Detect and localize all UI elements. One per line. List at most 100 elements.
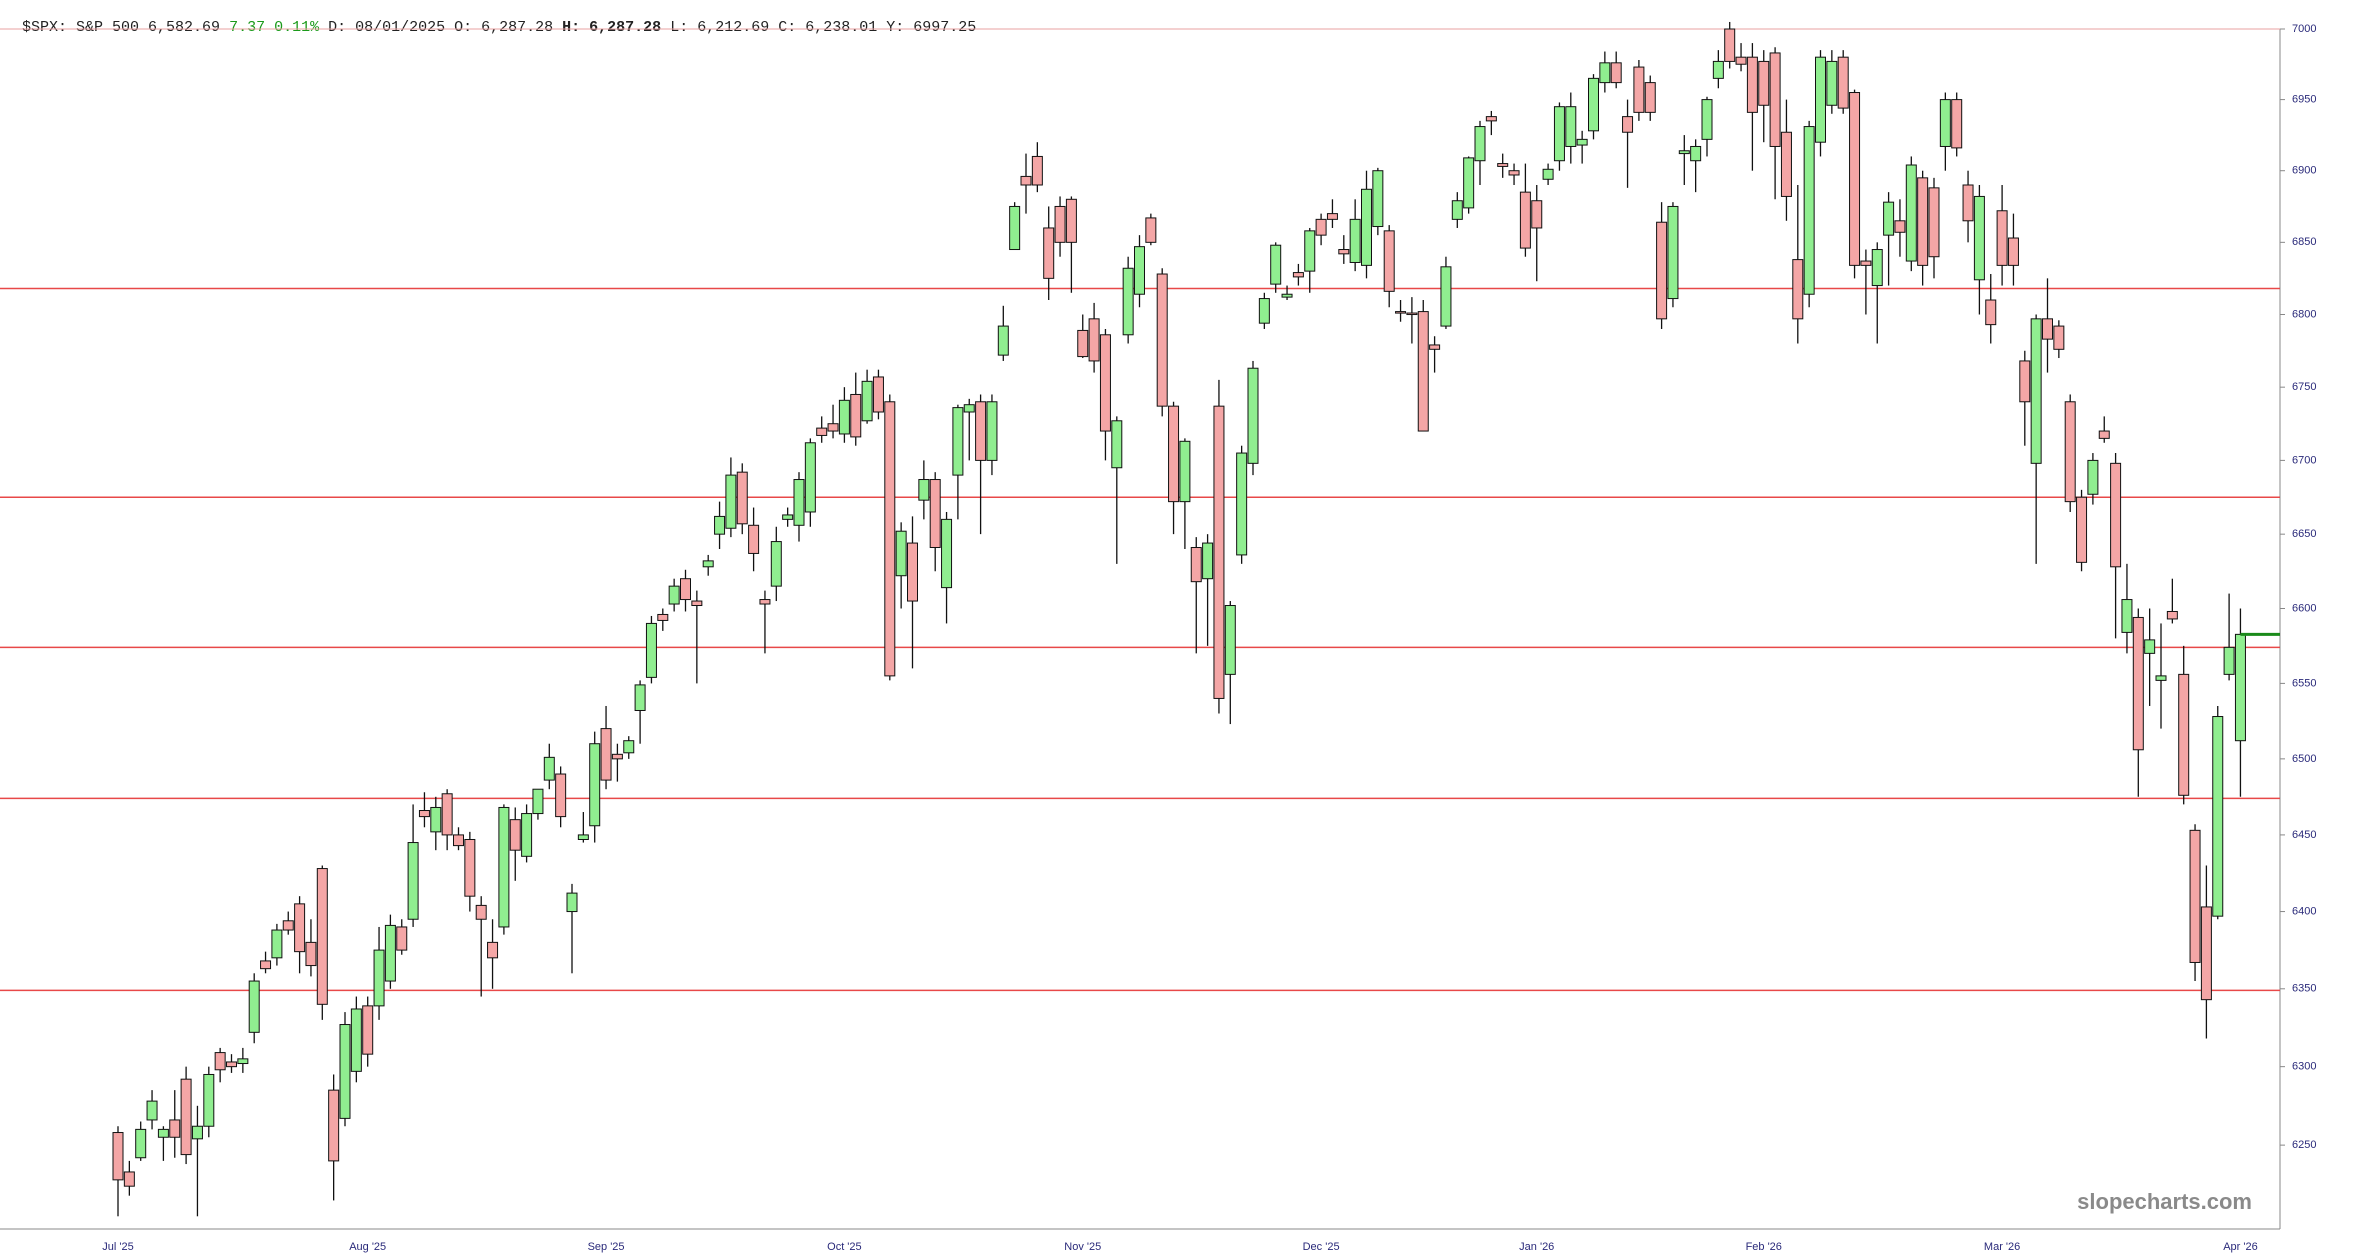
candle-body bbox=[1054, 205, 1066, 243]
candle-body bbox=[861, 380, 873, 422]
candle-body bbox=[1746, 56, 1758, 113]
candle-body bbox=[1599, 62, 1611, 84]
candle-body bbox=[1168, 405, 1180, 503]
candle-body bbox=[1735, 56, 1747, 65]
symbol: $SPX: S&P 500 bbox=[22, 19, 140, 36]
candle-body bbox=[2007, 237, 2019, 266]
candle-body bbox=[2064, 401, 2076, 503]
date: D: 08/01/2025 bbox=[328, 19, 446, 36]
candle-body bbox=[2121, 599, 2133, 633]
candle-body bbox=[1213, 405, 1225, 699]
candle-body bbox=[680, 578, 691, 601]
candle-body bbox=[963, 404, 975, 413]
candle-body bbox=[895, 530, 907, 577]
candle-body bbox=[1292, 272, 1304, 278]
candle-body bbox=[2189, 829, 2201, 963]
candle-body bbox=[1020, 175, 1032, 186]
open: O: 6,287.28 bbox=[454, 19, 554, 36]
candle-body bbox=[1712, 60, 1724, 79]
candle-body bbox=[1542, 168, 1554, 180]
candle-body bbox=[169, 1119, 181, 1138]
candle-body bbox=[1939, 99, 1951, 147]
candle-body bbox=[294, 903, 306, 953]
candle-body bbox=[1099, 334, 1111, 432]
candle-body bbox=[1724, 28, 1736, 62]
high: H: 6,287.28 bbox=[562, 19, 662, 36]
x-tick-label: Jan '26 bbox=[1519, 1241, 1554, 1253]
candle-body bbox=[180, 1078, 192, 1156]
candle-body bbox=[146, 1100, 158, 1121]
candle-body bbox=[1678, 150, 1690, 155]
candle-body bbox=[1690, 145, 1702, 162]
candle-body bbox=[532, 788, 544, 815]
candle-body bbox=[475, 904, 487, 920]
candle-body bbox=[2144, 639, 2156, 654]
candle-body bbox=[634, 684, 646, 711]
y-tick-label: 6250 bbox=[2292, 1139, 2316, 1151]
candle-body bbox=[1451, 200, 1463, 220]
candle-body bbox=[872, 376, 884, 413]
candle-body bbox=[907, 542, 918, 602]
candle-body bbox=[645, 622, 657, 678]
candle-body bbox=[1769, 52, 1781, 147]
candle-body bbox=[1065, 198, 1077, 243]
y-tick-label: 6500 bbox=[2292, 753, 2316, 765]
candle-body bbox=[1031, 155, 1043, 186]
candle-body bbox=[691, 600, 703, 607]
candle-body bbox=[1383, 230, 1395, 292]
candle-body bbox=[396, 926, 408, 951]
candle-body bbox=[226, 1061, 237, 1068]
candle-body bbox=[997, 325, 1009, 356]
y-tick-label: 6750 bbox=[2292, 381, 2316, 393]
candle-body bbox=[1179, 440, 1191, 503]
candle-body bbox=[838, 399, 850, 435]
price: 6,582.69 bbox=[148, 19, 221, 36]
candle-body bbox=[1588, 77, 1599, 132]
candle-body bbox=[804, 442, 816, 513]
candle-body bbox=[1996, 210, 2008, 266]
candle-body bbox=[1917, 177, 1929, 266]
candle-body bbox=[1281, 293, 1293, 298]
candle-body bbox=[1633, 66, 1645, 113]
candle-body bbox=[1485, 116, 1497, 122]
candle-body bbox=[1962, 184, 1974, 222]
candle-body bbox=[316, 868, 328, 1005]
candle-body bbox=[1951, 99, 1963, 149]
x-tick-label: Mar '26 bbox=[1984, 1241, 2020, 1253]
candle-body bbox=[748, 524, 760, 554]
candle-body bbox=[135, 1128, 147, 1159]
candle-body bbox=[1553, 106, 1565, 162]
candle-body bbox=[1236, 452, 1248, 556]
candle-body bbox=[1417, 311, 1429, 432]
y-tick-label: 7000 bbox=[2292, 23, 2316, 35]
candle-body bbox=[1905, 164, 1917, 262]
y-tick-label: 6600 bbox=[2292, 602, 2316, 614]
x-tick-label: Aug '25 bbox=[349, 1241, 386, 1253]
candle-body bbox=[2166, 610, 2178, 620]
y-value: Y: 6997.25 bbox=[886, 19, 977, 36]
candle-body bbox=[1576, 138, 1588, 146]
candle-body bbox=[1701, 99, 1713, 140]
candle-body bbox=[941, 518, 953, 589]
y-tick-label: 6450 bbox=[2292, 829, 2316, 841]
candle-body bbox=[203, 1073, 215, 1127]
candle-body bbox=[1474, 126, 1486, 162]
candle-body bbox=[1644, 82, 1656, 113]
candle-body bbox=[1043, 227, 1055, 279]
candle-body bbox=[2053, 325, 2065, 350]
candle-body bbox=[759, 599, 771, 605]
candle-body bbox=[339, 1024, 351, 1119]
candle-body bbox=[362, 1005, 374, 1055]
candle-body bbox=[2042, 318, 2053, 340]
candle-body bbox=[1429, 344, 1441, 350]
x-tick-label: Apr '26 bbox=[2223, 1241, 2258, 1253]
candle-body bbox=[1667, 205, 1679, 300]
candle-body bbox=[1883, 201, 1895, 236]
candle-body bbox=[884, 401, 896, 677]
candle-body bbox=[850, 393, 862, 438]
candle-body bbox=[1406, 312, 1418, 316]
candle-body bbox=[305, 941, 317, 967]
candle-body bbox=[1009, 205, 1021, 251]
